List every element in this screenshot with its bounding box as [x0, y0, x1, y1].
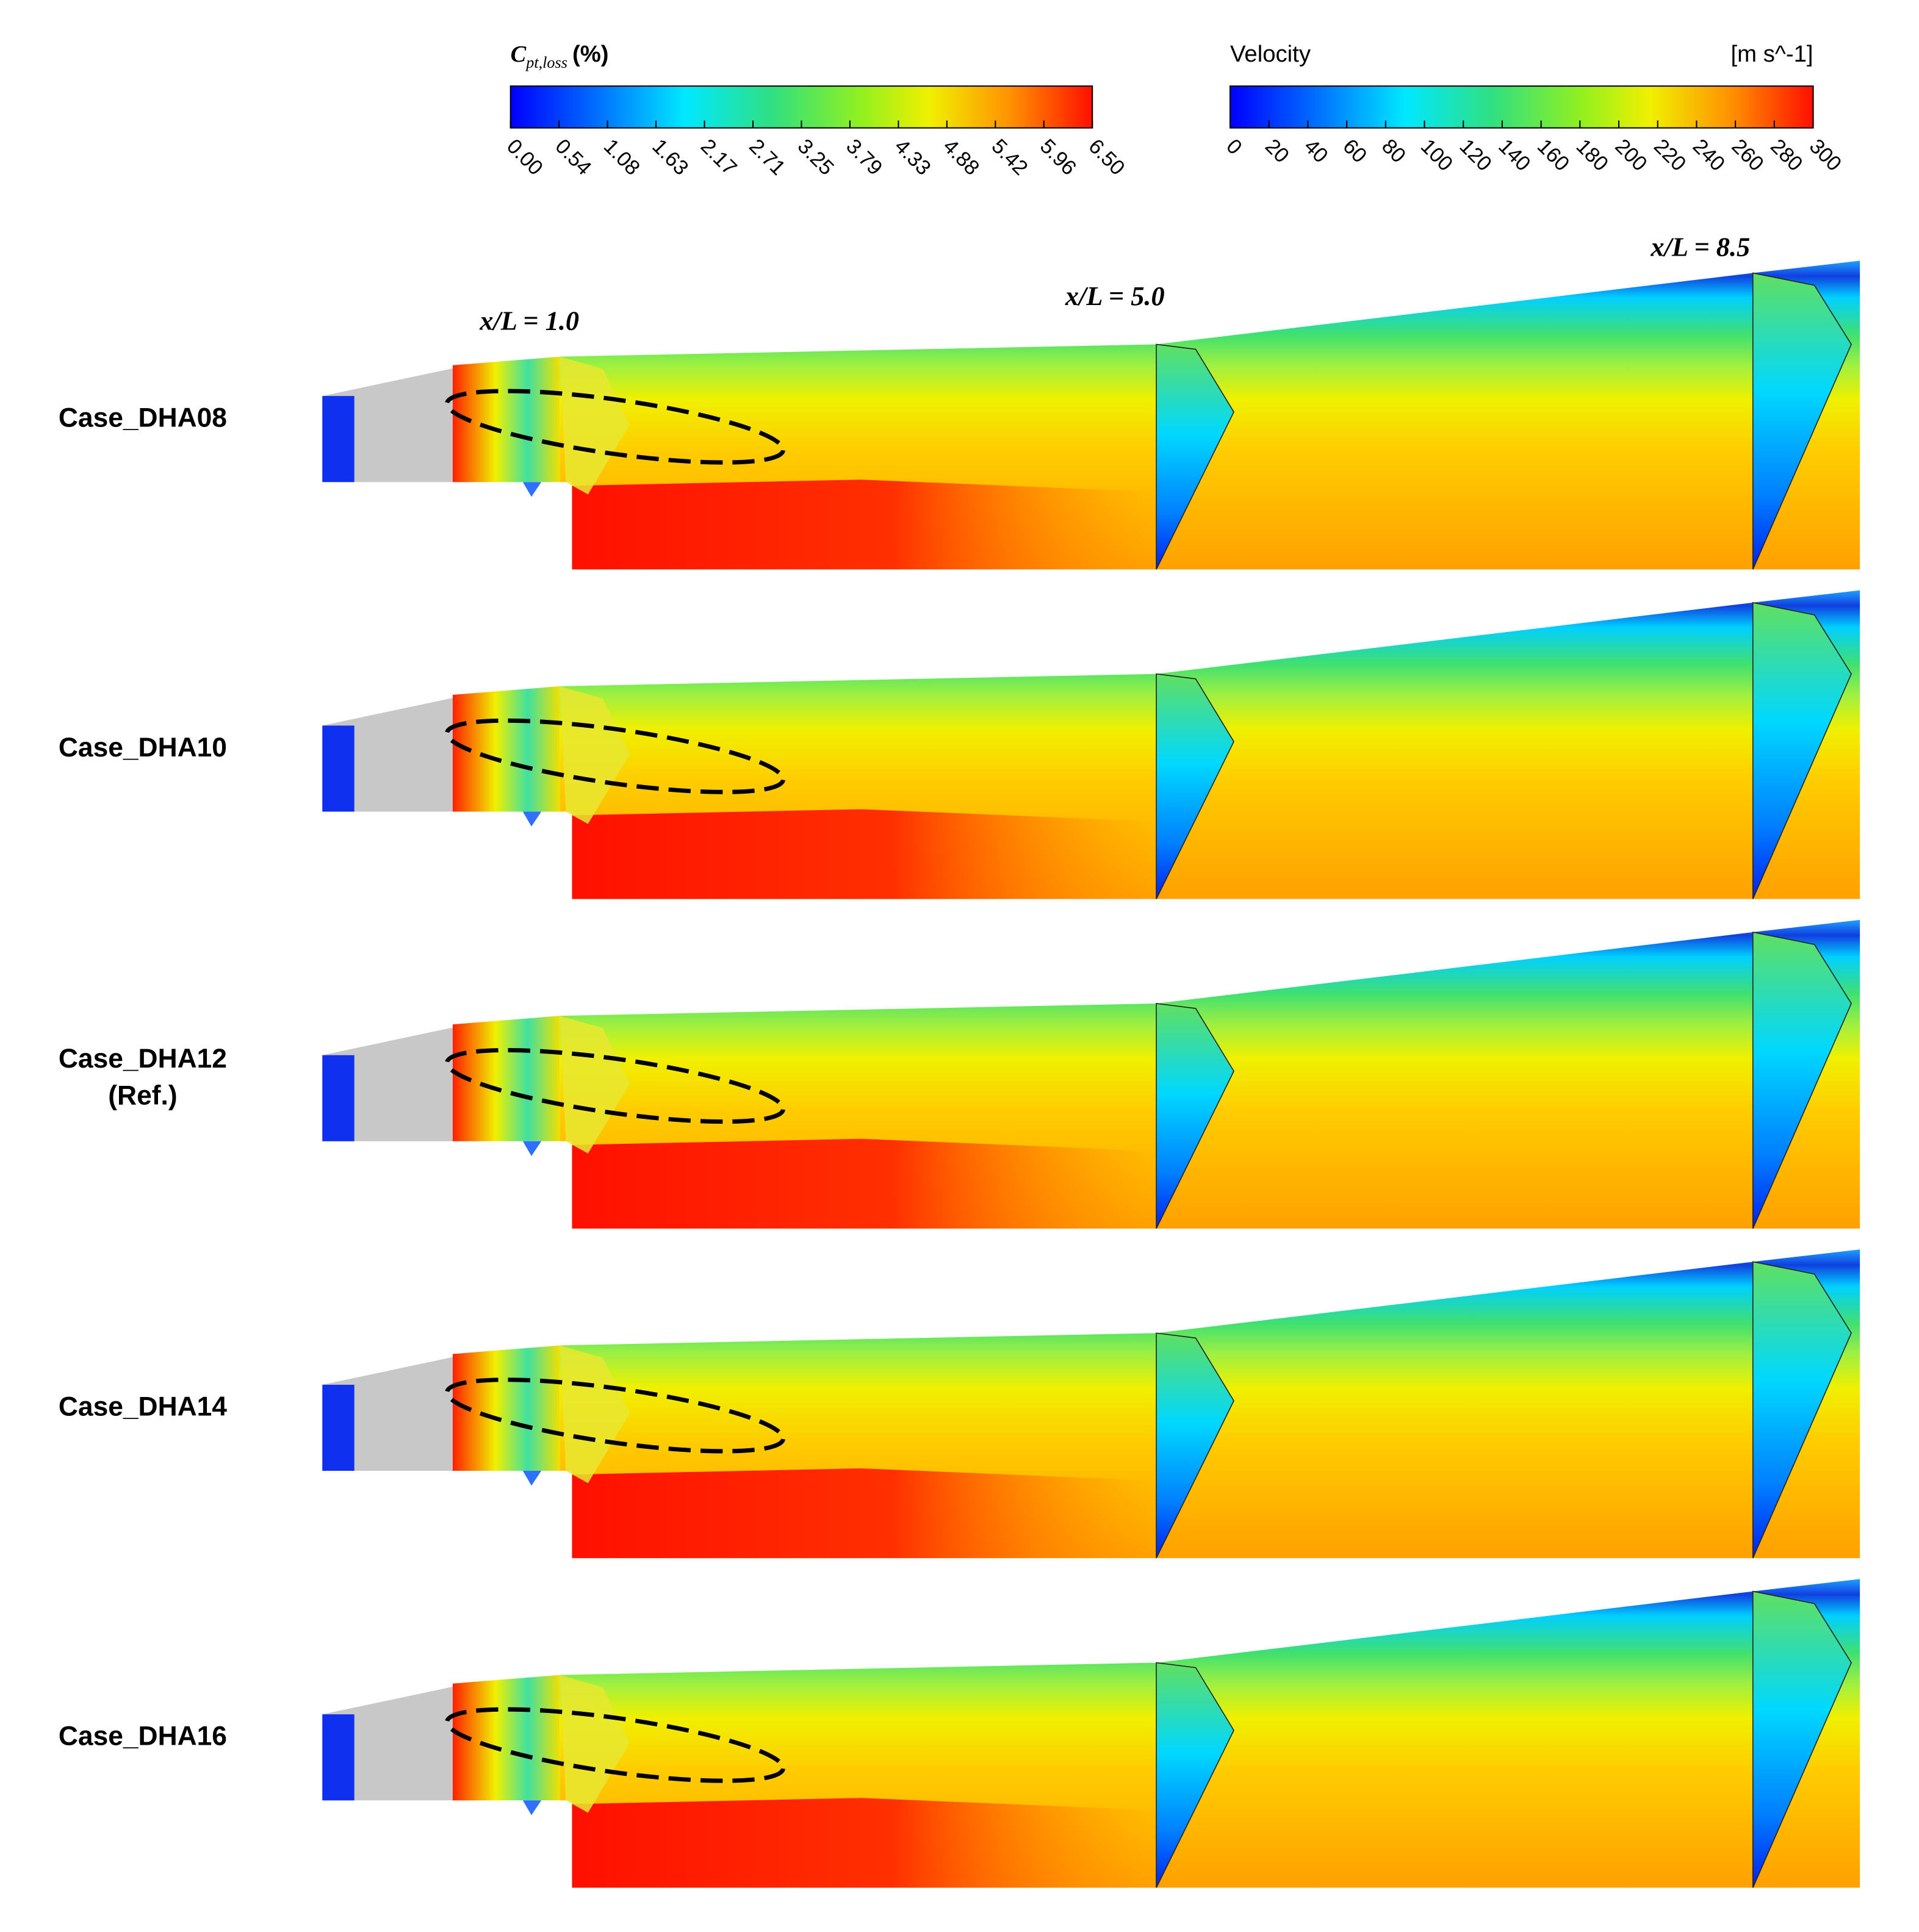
lobe-tip — [522, 1141, 542, 1156]
mixer — [452, 356, 560, 483]
mixer — [452, 1675, 560, 1801]
colorbar-tick-label: 3.25 — [793, 135, 838, 180]
colorbar-tick-label: 5.96 — [1035, 135, 1081, 180]
inlet — [322, 694, 468, 812]
section-wedge — [1752, 932, 1852, 1229]
colorbar-tick-label: 6.50 — [1084, 135, 1129, 180]
case-panel: Case_DHA16 — [59, 1579, 1860, 1888]
inlet — [322, 1354, 468, 1471]
lobe — [560, 356, 630, 495]
colorbar-tick-label: 80 — [1377, 135, 1410, 168]
hot-core — [572, 1138, 1157, 1229]
inlet-strip — [322, 1384, 355, 1471]
section-wedge — [1752, 1261, 1852, 1559]
case-panel: Case_DHA08 — [59, 260, 1860, 570]
colorbar-tick-label: 4.88 — [938, 135, 984, 180]
colorbar-tick-label: 40 — [1300, 135, 1333, 168]
case-label: Case_DHA14 — [59, 1392, 227, 1421]
mixer — [452, 1016, 560, 1141]
colorbar-tick-label: 3.79 — [841, 135, 887, 180]
colorbar-title: Velocity — [1230, 41, 1311, 67]
inlet-strip — [322, 1714, 355, 1801]
inlet-strip — [322, 1055, 355, 1141]
highlight-ellipse — [444, 1707, 786, 1783]
lobe-tip — [522, 811, 542, 827]
case-panel: Case_DHA14 — [59, 1249, 1860, 1559]
section-wedge — [1752, 272, 1852, 570]
hot-core — [572, 1468, 1157, 1559]
section-wedge — [1752, 602, 1852, 899]
hot-core — [572, 809, 1157, 899]
section-label: x/L = 5.0 — [1065, 281, 1165, 311]
colorbar-tick-label: 2.17 — [696, 135, 741, 180]
lobe-tip — [522, 482, 542, 497]
section-label: x/L = 1.0 — [479, 305, 579, 336]
case-label: Case_DHA08 — [59, 403, 227, 433]
section-wedge — [1752, 1590, 1852, 1888]
inlet — [322, 365, 468, 483]
colorbar-tick-label: 20 — [1261, 135, 1294, 168]
colorbar-tick-label: 260 — [1727, 135, 1768, 176]
colorbar-tick-label: 180 — [1572, 135, 1613, 176]
case-panel: Case_DHA10 — [59, 590, 1860, 899]
colorbar-tick-label: 0.54 — [550, 135, 596, 180]
colorbar-tick-label: 240 — [1688, 135, 1729, 176]
colorbar-tick-label: 5.42 — [987, 135, 1032, 180]
inlet-strip — [322, 396, 355, 483]
lobe-tip — [522, 1800, 542, 1815]
inlet — [322, 1683, 468, 1801]
section-wedge — [1156, 343, 1234, 570]
colorbar-tick-label: 1.08 — [599, 135, 644, 180]
colorbar-tick-label: 300 — [1805, 135, 1846, 176]
colorbar-tick-label: 100 — [1416, 135, 1457, 176]
section-wedge — [1156, 1332, 1234, 1559]
colorbar-tick-label: 120 — [1455, 135, 1496, 176]
lobe-tip — [522, 1471, 542, 1486]
colorbar-tick-label: 60 — [1338, 135, 1371, 168]
colorbar-tick-label: 160 — [1533, 135, 1574, 176]
colorbar-unit: [m s^-1] — [1731, 41, 1813, 67]
colorbar-tick-label: 200 — [1610, 135, 1651, 176]
colorbar-tick-label: 0 — [1222, 135, 1246, 159]
section-wedge — [1156, 673, 1234, 899]
colorbar-title: Cpt,loss (%) — [511, 41, 609, 71]
case-note: (Ref.) — [108, 1080, 177, 1110]
lobe — [560, 1016, 630, 1154]
inlet-strip — [322, 725, 355, 812]
case-label: Case_DHA16 — [59, 1722, 227, 1751]
colorbar-tick-label: 280 — [1766, 135, 1807, 176]
mixer — [452, 1345, 560, 1471]
colorbar-title-symbol: C — [511, 41, 527, 67]
colorbar-tick-label: 220 — [1649, 135, 1690, 176]
section-wedge — [1156, 1662, 1234, 1888]
colorbar-tick-label: 140 — [1494, 135, 1535, 176]
hot-core — [572, 479, 1157, 570]
section-label: x/L = 8.5 — [1650, 231, 1750, 262]
lobe — [560, 1345, 630, 1484]
colorbar-tick-label: 1.63 — [647, 135, 693, 180]
lobe — [560, 686, 630, 824]
case-label: Case_DHA12 — [59, 1044, 227, 1074]
colorbar-title-unit: (%) — [572, 41, 609, 67]
hot-core — [572, 1798, 1157, 1888]
case-panel: Case_DHA12 (Ref.) — [59, 919, 1860, 1229]
section-wedge — [1156, 1003, 1234, 1229]
mixer — [452, 686, 560, 812]
inlet — [322, 1024, 468, 1141]
case-label: Case_DHA10 — [59, 733, 227, 763]
lobe — [560, 1675, 630, 1813]
colorbar-tick-label: 2.71 — [744, 135, 790, 180]
colorbar-title-subscript: pt,loss — [525, 54, 567, 71]
colorbar — [1229, 85, 1814, 129]
panels: Case_DHA08Case_DHA10Case_DHA12(Ref.)Case… — [59, 260, 1860, 1888]
colorbar-tick-label: 4.33 — [890, 135, 935, 180]
colorbar-tick-label: 0.00 — [502, 135, 547, 180]
